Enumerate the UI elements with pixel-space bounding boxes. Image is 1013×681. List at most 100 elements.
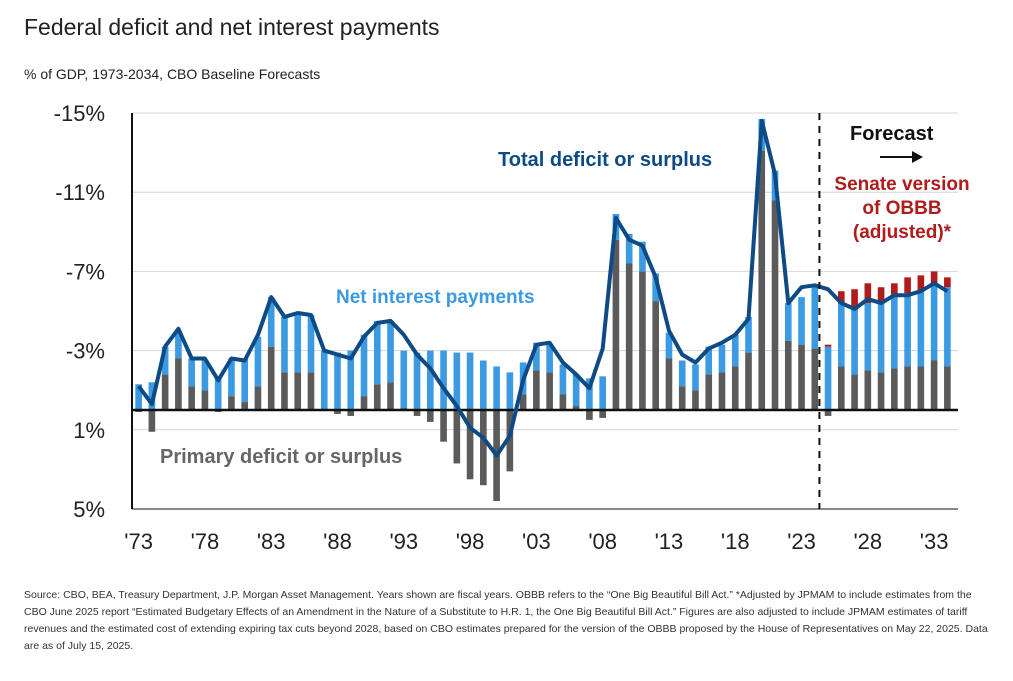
interest-bar [175,330,182,359]
x-tick-label: '33 [920,529,949,554]
primary-bar [904,366,911,410]
primary-bar [294,372,302,410]
senate-bar [824,344,832,347]
primary-bar [758,150,766,410]
primary-bar [506,410,514,472]
interest-bar [241,358,249,403]
x-tick-label: '88 [323,529,352,554]
senate-bar [917,275,925,292]
chart-title: Federal deficit and net interest payment… [24,14,440,40]
primary-bar [373,384,381,410]
senate-bar [944,277,951,288]
interest-bar [413,352,421,410]
interest-bar [267,297,275,347]
interest-bar [440,350,447,410]
interest-bar [453,352,461,410]
interest-bar [466,352,474,410]
primary-bar [572,406,580,410]
x-tick-label: '73 [124,529,153,554]
interest-bar [811,287,819,349]
primary-bar [678,386,686,410]
interest-bar [718,344,726,373]
interest-bar [320,350,328,410]
y-tick-label: -7% [66,259,105,284]
chart-subtitle: % of GDP, 1973-2034, CBO Baseline Foreca… [24,66,321,82]
primary-bar [533,370,540,410]
primary-bar [944,366,951,410]
primary-bar [798,344,805,410]
primary-bar [917,366,925,410]
primary-bar [161,374,169,410]
interest-bar [307,314,315,373]
y-tick-label: -15% [54,101,105,126]
interest-bar [625,233,633,264]
total-deficit-label: Total deficit or surplus [498,149,712,171]
primary-bar [784,340,792,410]
interest-bar [824,346,832,410]
primary-bar [307,372,315,410]
annotations: Forecast Senate version of OBBB (adjusted)*… [160,113,970,509]
y-tick-label: -11% [55,180,105,205]
bars [135,118,951,502]
primary-bar [201,390,209,410]
chart-canvas: -15% -11% -7% -3% 1% 5% '73 '78 '83 '88 '93 '98 '03 '… [54,101,970,554]
forecast-arrow-head [912,151,923,163]
x-tick-label: '18 [721,529,750,554]
primary-bar [652,301,660,410]
primary-bar [745,352,752,410]
primary-bar [665,358,673,410]
primary-bar [546,372,553,410]
senate-obbb-label: Senate version [834,174,969,195]
x-tick-label: '28 [853,529,882,554]
primary-bar [453,410,461,464]
interest-bar [944,287,951,367]
interest-bar [161,346,169,375]
interest-bar [214,378,222,410]
interest-bar [387,320,394,383]
primary-bar [891,368,898,410]
primary-bar [148,410,156,432]
primary-bar [930,360,938,410]
interest-bar [731,334,739,367]
y-tick-label: -3% [66,339,105,364]
interest-bar [678,360,686,387]
primary-bar [625,263,633,410]
axes: -15% -11% -7% -3% 1% 5% '73 '78 '83 '88 '93 '98 '03 '… [54,101,958,554]
primary-bar [360,396,368,410]
senate-bar [930,271,938,284]
senate-bar [851,289,858,308]
senate-bar [891,283,898,298]
primary-bar [824,410,832,416]
primary-bar [241,402,249,410]
interest-bar [135,384,142,410]
interest-bar [493,366,500,410]
x-tick-label: '23 [787,529,816,554]
x-tick-label: '78 [191,529,220,554]
interest-bar [373,320,381,385]
senate-bar [864,283,872,304]
forecast-label: Forecast [850,123,934,145]
primary-bar [877,372,885,410]
interest-bar [665,332,673,359]
primary-bar [254,386,262,410]
primary-bar [466,410,474,480]
x-tick-label: '03 [522,529,551,554]
primary-bar [413,410,421,416]
interest-bar [201,360,209,391]
interest-bar [586,378,593,410]
primary-bar [480,410,487,486]
interest-bar [745,316,752,353]
primary-bar [851,374,858,410]
interest-bar [652,273,660,302]
primary-bar [440,410,447,442]
total-line-group [136,118,949,458]
primary-bar [692,390,699,410]
interest-bar [334,352,341,410]
source-note: Source: CBO, BEA, Treasury Department, J… [24,589,988,652]
interest-bar [559,364,567,395]
interest-bar [798,297,805,345]
interest-bar [347,350,355,410]
senate-obbb-label: (adjusted)* [853,222,952,243]
x-tick-label: '83 [257,529,286,554]
interest-bar [917,291,925,367]
